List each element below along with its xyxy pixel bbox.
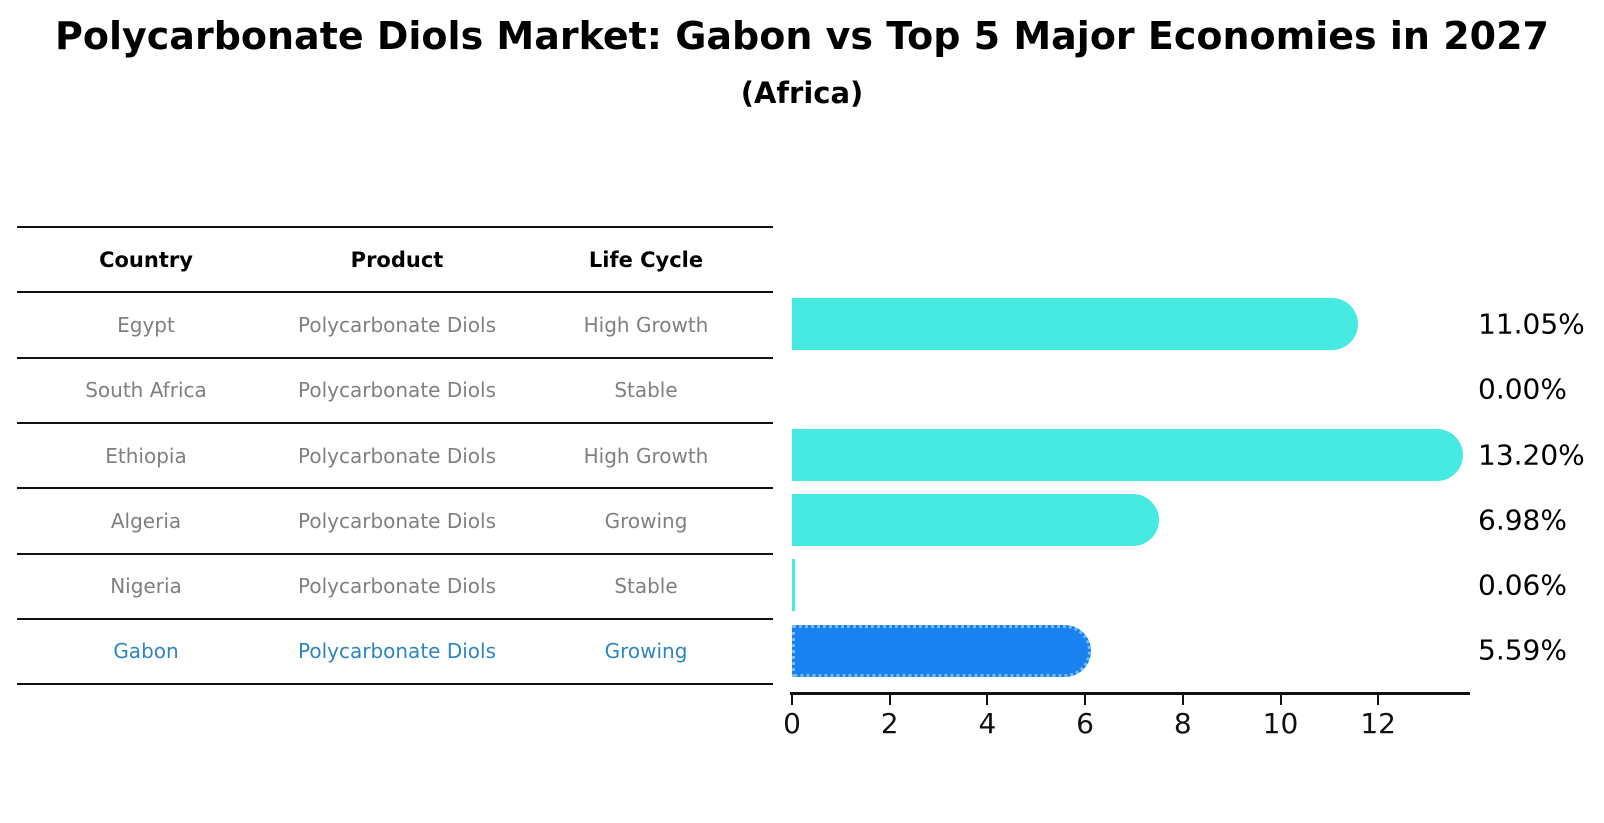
x-tick-mark [1279,695,1282,705]
x-tick-mark [1181,695,1184,705]
x-tick-label: 0 [783,707,801,740]
value-label: 11.05% [1478,307,1585,341]
col-header-life-cycle: Life Cycle [588,247,704,272]
table-cell-product: Polycarbonate Diols [298,574,496,599]
table-cell-country: Egypt [117,312,175,337]
table-cell-life-cycle: High Growth [583,312,709,337]
table-row: Ethiopia Polycarbonate Diols High Growth [17,421,773,487]
x-tick-label: 6 [1076,707,1095,740]
value-label: 0.00% [1478,372,1567,406]
table-cell-product: Polycarbonate Diols [298,312,496,337]
x-tick-label: 8 [1173,707,1192,740]
value-label: 6.98% [1478,503,1567,537]
x-tick-mark [1084,695,1087,705]
value-label: 13.20% [1478,438,1585,472]
table-header-row: Country Product Life Cycle [17,226,773,291]
chart-title: Polycarbonate Diols Market: Gabon vs Top… [55,14,1549,58]
x-axis-line [790,692,1470,695]
table-row: Egypt Polycarbonate Diols High Growth [17,291,773,356]
table-cell-country: Ethiopia [105,443,187,468]
col-header-product: Product [350,247,444,272]
table-row: Gabon Polycarbonate Diols Growing [17,617,773,683]
x-tick-label: 10 [1262,707,1299,740]
value-label: 5.59% [1478,633,1567,667]
chart-bar-gabon [792,624,1092,677]
col-header-country: Country [99,247,193,272]
x-tick-mark [986,695,989,705]
table-cell-country: South Africa [85,378,207,403]
table-row: Nigeria Polycarbonate Diols Stable [17,552,773,618]
chart-bar-nigeria [792,559,795,612]
x-tick-label: 2 [880,707,899,740]
chart-subtitle: (Africa) [740,76,864,110]
table-row: South Africa Polycarbonate Diols Stable [17,356,773,422]
x-tick-mark [1377,695,1380,705]
table-row: Algeria Polycarbonate Diols Growing [17,487,773,552]
table-cell-life-cycle: Growing [604,508,688,533]
x-tick-label: 12 [1360,707,1397,740]
table-cell-product: Polycarbonate Diols [298,443,496,468]
table-bottom-line [17,683,773,685]
x-tick-mark [888,695,891,705]
table-cell-life-cycle: Stable [614,574,678,599]
table-cell-country: Algeria [110,508,182,533]
table-cell-product: Polycarbonate Diols [298,639,496,664]
table-cell-life-cycle: Growing [604,639,688,664]
value-label: 0.06% [1478,568,1567,602]
table-cell-life-cycle: Stable [614,378,678,403]
table-cell-product: Polycarbonate Diols [298,378,496,403]
table-cell-country: Gabon [113,639,179,664]
x-tick-label: 4 [978,707,997,740]
table-cell-life-cycle: High Growth [583,443,709,468]
chart-bar-ethiopia [792,428,1463,481]
chart-bar-algeria [792,493,1159,546]
chart-bar-egypt [792,298,1358,350]
x-tick-mark [791,695,793,705]
table-cell-country: Nigeria [110,574,182,599]
table-cell-product: Polycarbonate Diols [298,508,496,533]
